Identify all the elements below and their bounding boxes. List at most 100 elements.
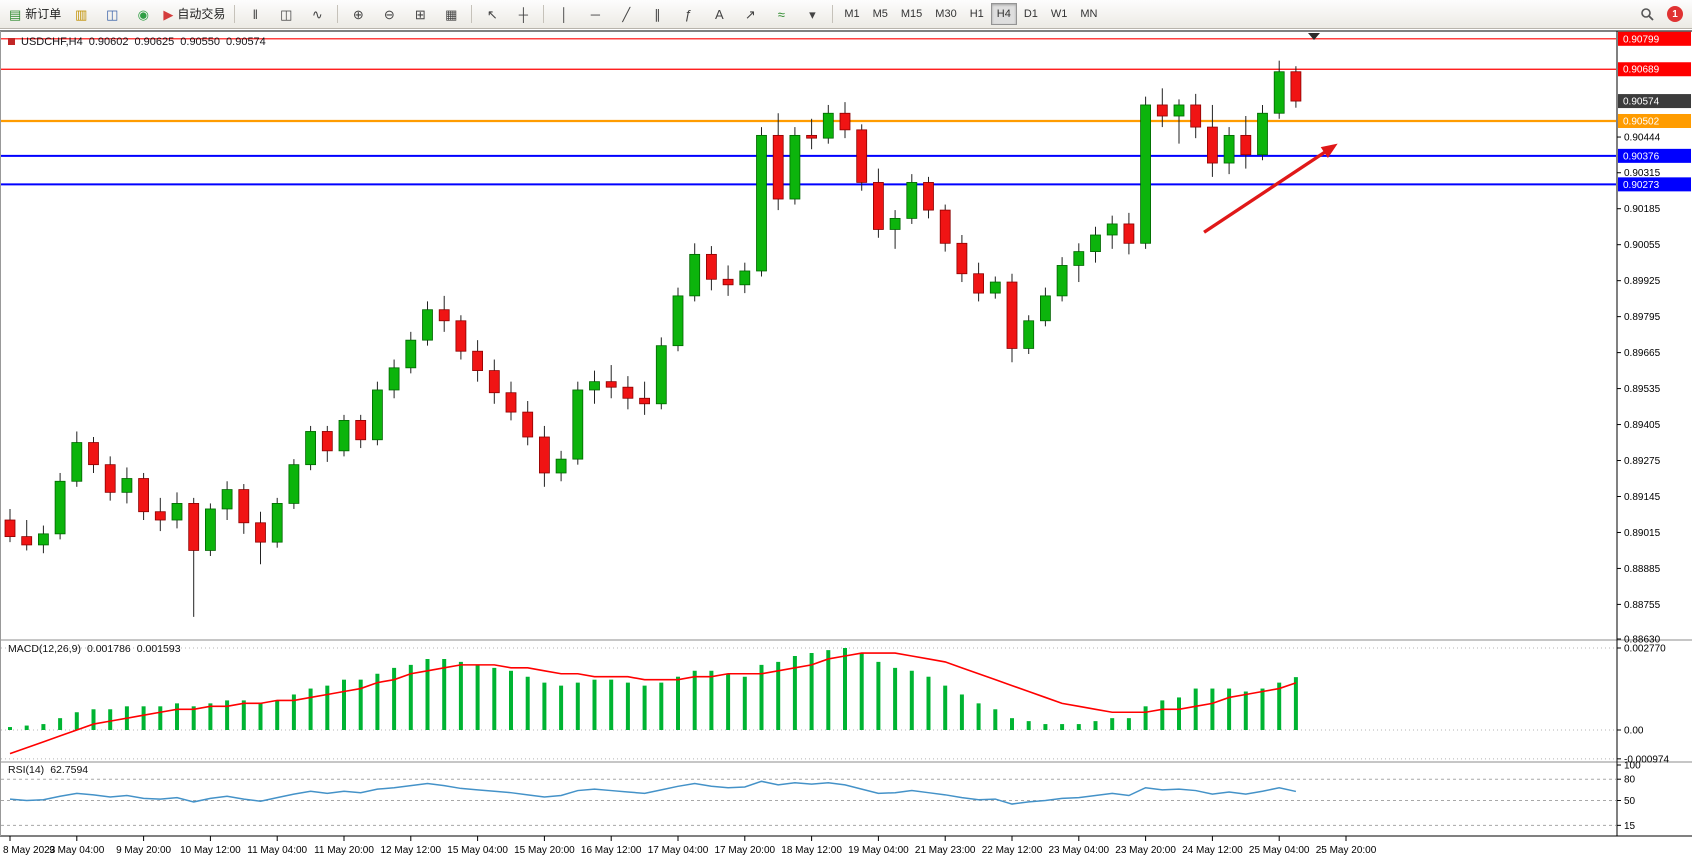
vertical-line-button[interactable]: │: [549, 2, 579, 26]
cursor-button[interactable]: ↖: [477, 2, 507, 26]
timeframe-d1[interactable]: D1: [1023, 8, 1038, 20]
macd-signal-line: [9, 652, 1297, 755]
auto-trading-button[interactable]: ▶ 自动交易: [159, 2, 229, 26]
timeframe-m15[interactable]: M15: [900, 8, 923, 20]
arrows-icon: ↗: [744, 6, 756, 22]
bear-candle: [1123, 223, 1135, 244]
bear-candle: [138, 478, 150, 513]
bear-candle: [255, 522, 266, 543]
bear-candle: [1006, 281, 1018, 349]
new-order-button[interactable]: ▤ 新订单: [5, 2, 65, 26]
bull-candle: [405, 339, 417, 369]
time-axis-label: 16 May 12:00: [581, 845, 642, 856]
search-button[interactable]: [1632, 2, 1662, 26]
text-button[interactable]: A: [704, 2, 734, 26]
timeframe-w1[interactable]: W1: [1050, 8, 1068, 20]
fibonacci-button[interactable]: ƒ: [673, 2, 703, 26]
bars-chart-button[interactable]: ‖: [240, 2, 270, 26]
tile-windows-button[interactable]: ⊞: [405, 2, 435, 26]
price-tag-current: [1618, 94, 1691, 109]
bear-candle: [238, 489, 250, 524]
price-tick-label: 0.88630: [1624, 635, 1661, 646]
bull-candle: [1073, 251, 1085, 266]
horizontal-line-icon: ─: [590, 6, 600, 22]
toolbar-separator: [543, 5, 545, 23]
trendline-icon: ╱: [622, 6, 631, 22]
time-axis-label: 23 May 20:00: [1115, 845, 1176, 856]
bull-candle: [889, 217, 901, 230]
chart-shift-marker[interactable]: [1308, 33, 1320, 40]
time-axis-label: 17 May 20:00: [714, 845, 775, 856]
timeframe-h4[interactable]: H4: [990, 3, 1017, 25]
timeframe-m30[interactable]: M30: [935, 8, 957, 20]
bull-candle: [789, 134, 801, 200]
toolbar-separator: [234, 5, 236, 23]
market-watch-button[interactable]: ▥: [66, 2, 96, 26]
bear-candle: [622, 386, 634, 399]
timeframe-m1[interactable]: M1: [844, 8, 860, 20]
price-tag-label: 0.90502: [1623, 116, 1660, 127]
trendline-button[interactable]: ╱: [611, 2, 641, 26]
bear-candle: [355, 419, 367, 441]
trend-arrow-shaft[interactable]: [1203, 148, 1330, 234]
line-chart-button[interactable]: ∿: [302, 2, 332, 26]
horizontal-line-button[interactable]: ─: [580, 2, 610, 26]
channel-button[interactable]: ∥: [642, 2, 672, 26]
bear-candle: [455, 320, 467, 352]
auto-arrange-button[interactable]: ▦: [436, 2, 466, 26]
time-axis-label: 9 May 04:00: [49, 845, 104, 856]
bull-candle: [422, 309, 433, 341]
bull-candle: [388, 367, 400, 391]
time-axis-label: 18 May 12:00: [781, 845, 842, 856]
bull-candle: [54, 480, 66, 535]
timeframe-h1[interactable]: H1: [969, 8, 984, 20]
candles-chart-button[interactable]: ◫: [271, 2, 301, 26]
navigator-button[interactable]: ◉: [128, 2, 158, 26]
bear-candle: [1207, 126, 1218, 164]
bear-candle: [722, 278, 734, 286]
price-tag-label: 0.90273: [1623, 180, 1660, 191]
bull-candle: [1056, 265, 1068, 297]
bull-candle: [1090, 234, 1101, 253]
bull-candle: [555, 458, 567, 474]
price-tag-label: 0.90574: [1623, 97, 1660, 108]
notification-badge[interactable]: 1: [1667, 6, 1683, 22]
bull-candle: [689, 253, 701, 297]
timeframe-m5[interactable]: M5: [872, 8, 888, 20]
indicators-button[interactable]: ≈: [766, 2, 796, 26]
bear-candle: [472, 350, 484, 371]
bull-candle: [121, 478, 133, 493]
bear-candle: [806, 134, 817, 139]
price-tag-label: 0.90689: [1623, 65, 1660, 76]
line-chart-icon: ∿: [311, 6, 323, 22]
bars-chart-icon: ‖: [252, 6, 259, 22]
rsi-axis-label: 15: [1624, 821, 1636, 832]
new-order-icon: ▤: [9, 6, 22, 22]
bull-candle: [822, 112, 834, 139]
bear-candle: [839, 112, 851, 131]
price-tick-label: 0.89925: [1624, 276, 1661, 287]
arrows-button[interactable]: ↗: [735, 2, 765, 26]
data-window-button[interactable]: ◫: [97, 2, 127, 26]
crosshair-button[interactable]: ┼: [508, 2, 538, 26]
price-tag-level-red: [1618, 62, 1691, 77]
bear-candle: [154, 511, 166, 521]
zoom-in-icon: ⊕: [352, 6, 364, 22]
timeframe-mn[interactable]: MN: [1080, 8, 1098, 20]
bear-candle: [104, 464, 116, 493]
cursor-icon: ↖: [486, 6, 498, 22]
zoom-out-button[interactable]: ⊖: [374, 2, 404, 26]
bear-candle: [706, 253, 717, 280]
bear-candle: [488, 370, 500, 394]
price-tick-label: 0.90055: [1624, 240, 1661, 251]
time-axis-label: 12 May 12:00: [380, 845, 441, 856]
bear-candle: [88, 442, 99, 466]
zoom-in-button[interactable]: ⊕: [343, 2, 373, 26]
bear-candle: [1190, 104, 1202, 128]
trend-arrow-head[interactable]: [1320, 143, 1338, 158]
bear-candle: [956, 242, 968, 275]
bull-candle: [371, 389, 383, 441]
time-axis-label: 24 May 12:00: [1182, 845, 1243, 856]
periods-button[interactable]: ▾: [797, 2, 827, 26]
